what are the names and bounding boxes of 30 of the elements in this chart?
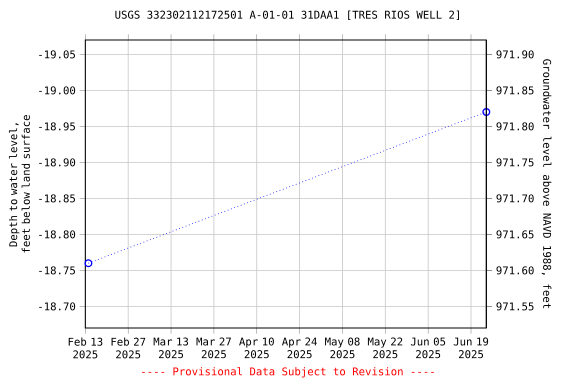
y-tick-label: -19.00 [39,86,76,94]
y-tick-label: -18.90 [39,158,76,166]
x-tick-label: Mar 27 2025 [196,337,231,358]
x-tick-label: Jun 05 2025 [410,337,446,358]
x-tick-label: Apr 24 2025 [282,337,317,358]
x-tick-label: Apr 10 2025 [239,337,274,358]
x-tick-label: Feb 13 2025 [68,338,102,358]
y-axis-title: Depth to water level, feet below land surface [8,115,30,253]
y2-tick-label: 971.80 [496,122,534,130]
text: ---- Provisional Data Subject to Revision ---- [142,367,434,378]
y2-tick-label: 971.85 [496,86,534,94]
x-tick-label: May 22 2025 [368,337,402,358]
y2-tick-label: 971.75 [496,158,534,166]
y-tick-label: -18.85 [39,194,75,202]
y-tick-label: -18.80 [39,230,76,238]
x-tick-label: May 08 2025 [325,337,360,358]
y2-tick-label: 971.55 [496,302,534,310]
y2-tick-label: 971.65 [496,230,534,238]
chart-title: USGS 332302112172501 A-01-01 31DAA1 [TRES RIOS WELL 2] [115,10,459,20]
y2-axis-title: Groundwater level above NAVD 1988, feet [542,59,552,308]
y-tick-label: -18.75 [39,266,75,274]
y2-tick-label: 971.90 [496,50,534,58]
x-tick-label: Jun 19 2025 [454,337,488,358]
y-tick-label: -18.70 [39,302,76,310]
y2-tick-label: 971.60 [496,266,534,274]
y-tick-label: -19.05 [39,50,75,58]
y-tick-label: -18.95 [39,122,75,130]
x-tick-label: Mar 13 2025 [154,337,188,358]
y2-tick-label: 971.70 [496,194,534,202]
x-tick-label: Feb 27 2025 [112,338,146,358]
